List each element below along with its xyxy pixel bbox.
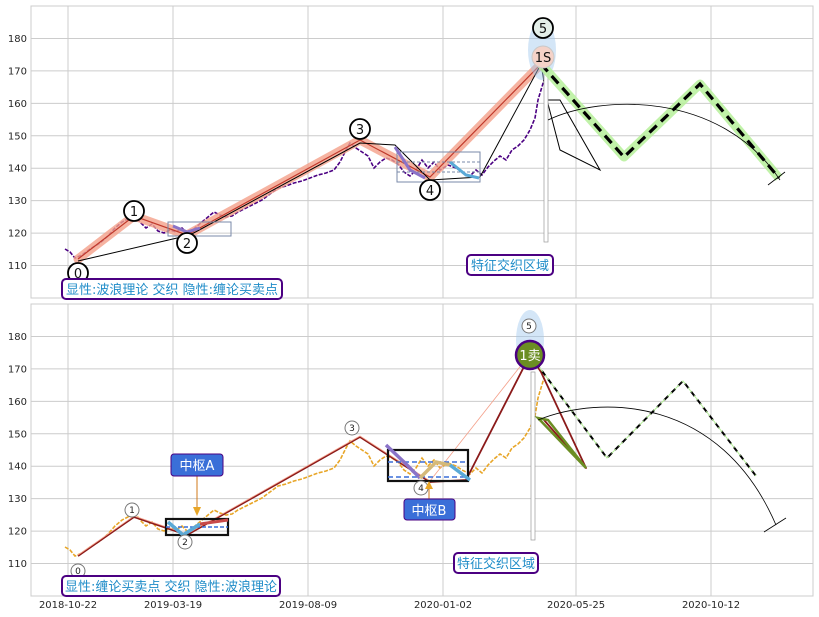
bottom-y-tick-label: 130 (8, 494, 27, 505)
bottom-sell-label: 1卖 (519, 349, 540, 364)
bottom-x-tick-label: 2019-03-19 (144, 600, 202, 611)
bottom-legend-badge (61, 575, 281, 597)
bottom-x-tick-label: 2019-08-09 (279, 600, 337, 611)
bottom-wave-label-0: 0 (75, 567, 81, 577)
bottom-x-tick-label: 2020-10-12 (682, 600, 740, 611)
bottom-x-tick-label: 2020-01-02 (414, 600, 472, 611)
top-pivot-box-b (396, 151, 481, 183)
top-wave-label-3: 3 (356, 123, 364, 138)
top-y-tick-label: 170 (8, 66, 27, 77)
bottom-y-tick-label: 170 (8, 364, 27, 375)
top-y-tick-label: 110 (8, 261, 27, 272)
bottom-x-axis: 2018-10-22 2019-03-19 2019-08-09 2020-01-02… (39, 600, 740, 611)
bottom-y-tick-label: 140 (8, 462, 27, 473)
bottom-pivot-b-callout (403, 498, 456, 521)
top-forecast-line (539, 62, 781, 180)
top-chart-panel: 110 120 130 140 150 160 170 180 0 1 (8, 5, 814, 300)
top-legend-badge (61, 278, 283, 300)
top-y-tick-label: 150 (8, 131, 27, 142)
top-forecast-arc (547, 103, 781, 181)
top-y-tick-label: 180 (8, 34, 27, 45)
bottom-signal-bar (530, 371, 536, 541)
bottom-legend-text: 显性:缠论买卖点 交织 隐性:波浪理论 (65, 579, 277, 595)
bottom-y-tick-label: 120 (8, 527, 27, 538)
bottom-wave-label-3: 3 (349, 424, 355, 434)
bottom-grid (31, 304, 813, 596)
top-zone-label: 特征交织区域 (471, 258, 549, 274)
bottom-pivot-b-label: 中枢B (412, 504, 447, 519)
bottom-wave-label-1: 1 (129, 506, 135, 516)
bottom-pivot-a-callout (170, 453, 224, 477)
bottom-pivot-box-b (386, 448, 470, 483)
bottom-pivot-segments (384, 443, 422, 480)
top-signal-bar (543, 69, 549, 243)
bottom-wave-label-5: 5 (526, 322, 532, 332)
bottom-forecast-line (529, 354, 757, 477)
top-y-tick-label: 140 (8, 164, 27, 175)
top-zone-badge (466, 254, 554, 276)
top-wave-labels: 0 1 2 3 4 5 1S (67, 17, 555, 284)
top-y-axis: 110 120 130 140 150 160 170 180 (8, 34, 27, 272)
top-y-tick-label: 120 (8, 229, 27, 240)
top-zigzag-line (77, 62, 602, 262)
top-wave-label-4: 4 (426, 184, 434, 199)
bottom-y-tick-label: 150 (8, 429, 27, 440)
bottom-pivot-a-label: 中枢A (180, 459, 215, 474)
bottom-zone-badge (453, 552, 539, 574)
top-wave-label-2: 2 (183, 237, 191, 252)
top-legend-text: 显性:波浪理论 交织 隐性:缠论买卖点 (66, 282, 278, 298)
top-pivot-segments (393, 146, 426, 180)
top-wave-label-1: 1 (130, 205, 138, 220)
bottom-y-tick-label: 180 (8, 332, 27, 343)
top-pivot-box-a (167, 221, 232, 237)
bottom-sell-marker (514, 339, 546, 371)
bottom-y-axis: 110 120 130 140 150 160 170 180 (8, 332, 27, 570)
bottom-forecast-triangle (534, 415, 587, 469)
bottom-wave-label-4: 4 (418, 484, 424, 494)
top-wave-core (77, 63, 542, 260)
bottom-zone-label: 特征交织区域 (457, 556, 535, 572)
bottom-forecast-arc (537, 406, 777, 526)
bottom-x-tick-label: 2018-10-22 (39, 600, 97, 611)
top-y-tick-label: 160 (8, 99, 27, 110)
top-signal-label: 1S (535, 51, 552, 66)
top-y-tick-label: 130 (8, 196, 27, 207)
bottom-wave-label-2: 2 (182, 538, 188, 548)
bottom-y-tick-label: 110 (8, 559, 27, 570)
top-wave-label-5: 5 (539, 22, 547, 37)
bottom-wave-labels: 0 1 2 3 4 5 (70, 318, 537, 579)
top-wave-label-0: 0 (74, 267, 82, 282)
bottom-y-tick-label: 160 (8, 397, 27, 408)
bottom-x-tick-label: 2020-05-25 (547, 600, 605, 611)
